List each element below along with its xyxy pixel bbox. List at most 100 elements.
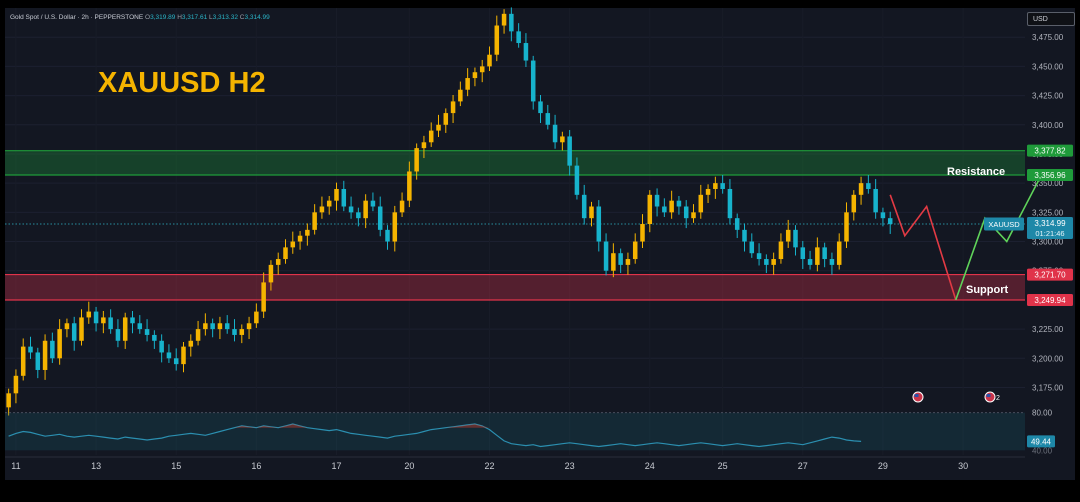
candle-body-bear [603, 241, 609, 271]
candle [873, 179, 878, 219]
candle [530, 55, 536, 110]
candle [487, 46, 492, 72]
candle-body-bear [530, 60, 536, 102]
candle-body-bull [785, 229, 791, 242]
candle [42, 334, 48, 380]
candle-body-bear [866, 183, 871, 189]
candle-body-bull [312, 212, 317, 230]
candle [414, 143, 419, 180]
y-tick-label: 3,425.00 [1032, 92, 1064, 101]
close-label: C [239, 14, 245, 21]
close-value: 3,314.99 [244, 14, 270, 21]
x-tick-label: 20 [404, 461, 414, 471]
candle [268, 260, 274, 291]
candle-body-bull [217, 323, 223, 330]
x-tick-label: 15 [171, 461, 181, 471]
candle [683, 200, 689, 229]
candle [356, 207, 361, 227]
candle [589, 201, 594, 227]
candle-body-bull [815, 247, 820, 265]
candle [727, 179, 733, 225]
candle [516, 23, 521, 48]
candle [866, 174, 871, 194]
candle [836, 233, 842, 270]
candle [108, 309, 113, 334]
candle [261, 272, 266, 319]
support-price-tag [1027, 268, 1073, 281]
candle [370, 192, 376, 212]
candle [581, 184, 587, 225]
candle-body-bear [50, 340, 55, 359]
event-marker-1[interactable] [912, 391, 924, 403]
candle [224, 315, 230, 334]
candle [305, 223, 310, 246]
candle [101, 311, 106, 334]
candle-body-bear [720, 183, 725, 189]
candle-body-bull [494, 25, 500, 55]
candle-body-bear [385, 229, 390, 242]
candle [130, 311, 135, 334]
candle-body-bull [421, 142, 427, 149]
candle [377, 196, 383, 237]
candle-body-bull [195, 329, 201, 341]
candle [144, 319, 150, 342]
candle-body-bull [326, 200, 332, 207]
candle-body-bear [822, 247, 827, 260]
candle-body-bear [166, 352, 172, 359]
candle-body-bear [348, 206, 354, 213]
candle-body-bull [472, 72, 478, 79]
candle [20, 338, 26, 381]
candle-body-bull [203, 323, 208, 330]
candle [742, 223, 747, 252]
candle [290, 231, 296, 254]
candle-body-bear [581, 194, 587, 219]
candle [217, 316, 223, 340]
rsi-value-tag [1027, 435, 1055, 448]
axes: 3,175.003,200.003,225.003,250.003,275.00… [5, 33, 1073, 471]
support-zone [5, 274, 1025, 300]
candle [720, 174, 725, 194]
candle-body-bull [6, 393, 11, 408]
support-price-tag [1027, 293, 1073, 306]
currency-selector[interactable]: USD [1027, 12, 1075, 26]
candle [436, 114, 441, 138]
candle [807, 250, 813, 270]
candle-body-bull [407, 171, 412, 201]
x-tick-label: 17 [331, 461, 341, 471]
candle [887, 211, 893, 234]
y-tick-label: 3,475.00 [1032, 33, 1064, 42]
candle [57, 319, 62, 365]
candle [756, 243, 762, 266]
candle [618, 248, 623, 274]
event-marker-2[interactable]: 2 [984, 391, 1000, 403]
open-label: O [145, 14, 151, 21]
candle [545, 104, 551, 130]
candle-body-bull [560, 136, 565, 143]
y-tick-label: 3,175.00 [1032, 383, 1064, 392]
open-value: 3,319.89 [150, 14, 176, 21]
candle-body-bear [807, 259, 813, 265]
candle-body-bull [399, 200, 405, 213]
candle-body-bull [319, 206, 325, 213]
rsi-lower-label: 40.00 [1032, 446, 1053, 455]
candle-body-bull [691, 212, 696, 219]
level-zones [5, 150, 1025, 301]
support-label: Support [966, 284, 1008, 296]
low-value: 3,313.32 [212, 14, 238, 21]
candle-body-bear [552, 124, 558, 143]
candle-body-bull [297, 235, 303, 242]
us-flag-canton [986, 394, 991, 397]
last-price-tag [1027, 217, 1073, 240]
candle [71, 316, 77, 351]
candle [79, 309, 84, 346]
candle [625, 252, 631, 275]
low-label: L [209, 14, 213, 21]
y-tick-label: 3,300.00 [1032, 238, 1064, 247]
candle-body-bull [13, 375, 19, 394]
candle-body-bear [654, 194, 660, 207]
candle [560, 131, 565, 151]
support-price-label: 3,271.70 [1034, 271, 1066, 280]
candle-body-bear [618, 253, 623, 265]
candle-body-bear [683, 206, 689, 219]
